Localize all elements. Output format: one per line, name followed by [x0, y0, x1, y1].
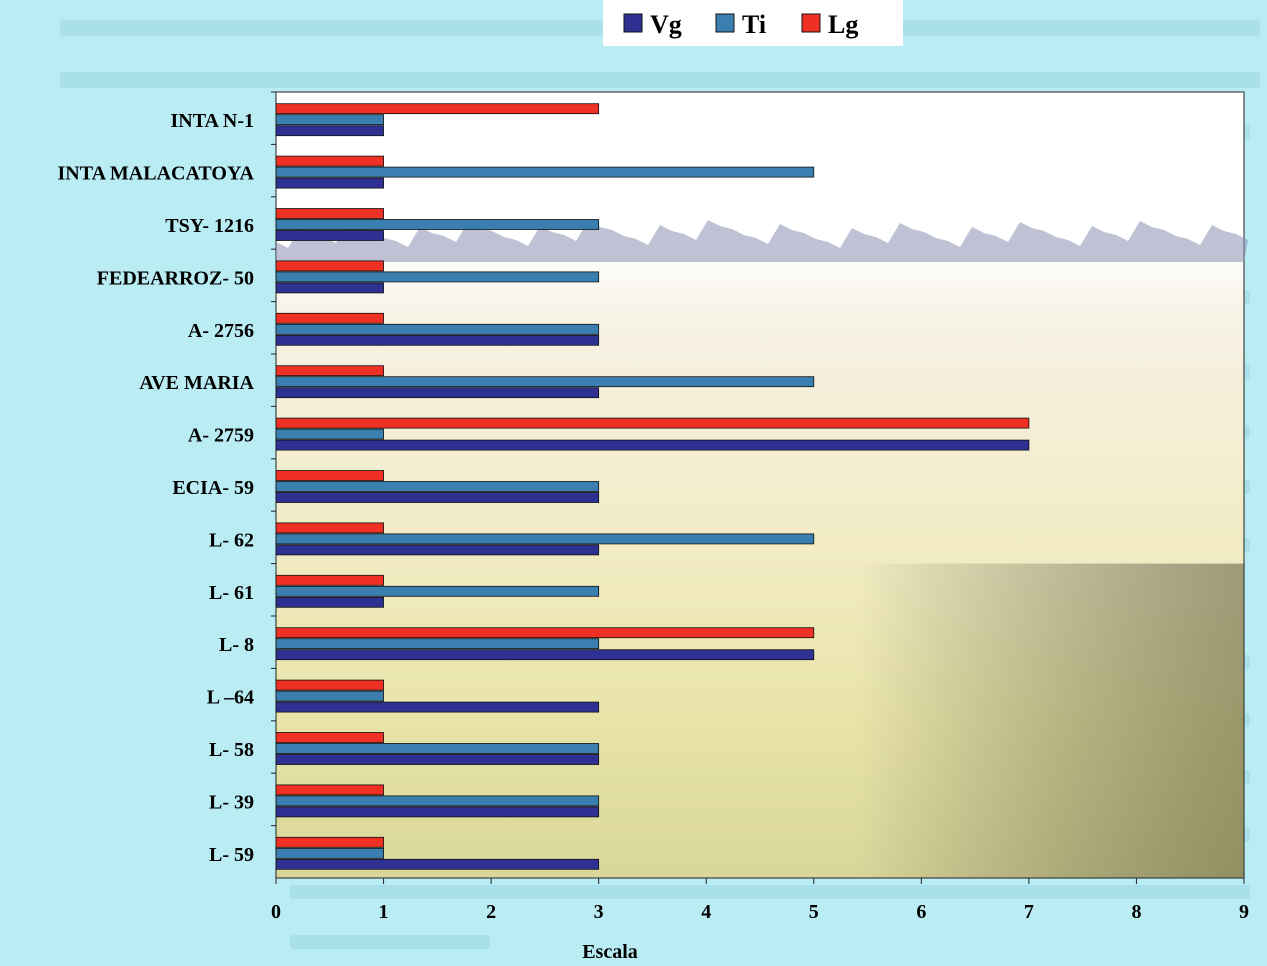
- legend-label-vg: Vg: [650, 10, 682, 39]
- bar-ti-7: [275, 481, 600, 492]
- bar-ti-4: [275, 323, 600, 335]
- category-label-1: INTA MALACATOYA: [57, 163, 254, 185]
- y-axis: INTA N-1 INTA MALACATOYA TSY- 1216 FEDEARRO…: [57, 91, 276, 866]
- bar-ti-3: [275, 271, 600, 283]
- legend-label-ti: Ti: [742, 10, 766, 39]
- bar-lg-4: [275, 312, 384, 324]
- bar-vg-10: [275, 649, 815, 661]
- category-label-9: L- 61: [209, 582, 254, 604]
- bar-vg-12: [275, 754, 600, 765]
- category-label-14: L- 59: [209, 844, 254, 866]
- bars-group: [275, 103, 1030, 870]
- bar-vg-8: [275, 544, 600, 556]
- legend-label-lg: Lg: [828, 10, 858, 39]
- bar-lg-10: [275, 627, 815, 639]
- x-tick-label-4: 4: [701, 901, 711, 923]
- bar-lg-11: [275, 679, 384, 691]
- bar-lg-3: [275, 260, 384, 272]
- bar-ti-12: [275, 743, 600, 754]
- bar-vg-11: [275, 701, 600, 713]
- bar-ti-5: [275, 376, 815, 388]
- category-label-6: A- 2759: [188, 425, 254, 447]
- legend-swatch-lg: [801, 13, 821, 33]
- category-label-0: INTA N-1: [170, 110, 254, 132]
- x-axis-title: Escala: [582, 941, 638, 963]
- x-tick-label-7: 7: [1024, 901, 1034, 923]
- bar-lg-1: [275, 155, 384, 167]
- bar-vg-1: [275, 177, 384, 189]
- bar-ti-11: [275, 690, 384, 702]
- legend-swatch-ti: [715, 13, 735, 33]
- bar-lg-2: [275, 208, 384, 219]
- category-label-2: TSY- 1216: [165, 215, 254, 237]
- bar-vg-6: [275, 439, 1030, 451]
- bar-ti-2: [275, 219, 600, 230]
- category-label-13: L- 39: [209, 791, 254, 813]
- category-label-11: L –64: [207, 687, 254, 709]
- category-label-4: A- 2756: [188, 320, 254, 342]
- bar-vg-0: [275, 125, 384, 137]
- legend-swatch-vg: [623, 13, 643, 33]
- bar-lg-14: [275, 836, 384, 848]
- bar-lg-0: [275, 103, 600, 115]
- bar-ti-9: [275, 585, 600, 597]
- bar-ti-0: [275, 114, 384, 126]
- bar-vg-7: [275, 492, 600, 503]
- category-label-3: FEDEARROZ- 50: [97, 267, 254, 289]
- category-label-5: AVE MARIA: [139, 372, 254, 394]
- x-tick-label-8: 8: [1131, 901, 1141, 923]
- bar-vg-4: [275, 334, 600, 346]
- bar-vg-9: [275, 596, 384, 608]
- x-tick-label-1: 1: [379, 901, 389, 923]
- bar-lg-6: [275, 417, 1030, 429]
- x-tick-label-2: 2: [486, 901, 496, 923]
- bar-ti-6: [275, 428, 384, 440]
- bar-ti-14: [275, 847, 384, 859]
- bar-lg-5: [275, 365, 384, 377]
- bar-lg-13: [275, 784, 384, 796]
- x-tick-label-0: 0: [271, 901, 281, 923]
- legend: Vg Ti Lg: [603, 0, 903, 46]
- x-axis: 0 1 2 3 4 5 6 7 8 9: [271, 878, 1249, 923]
- x-tick-label-9: 9: [1239, 901, 1249, 923]
- category-label-7: ECIA- 59: [172, 477, 254, 499]
- category-label-12: L- 58: [209, 739, 254, 761]
- bar-lg-9: [275, 574, 384, 586]
- bar-vg-14: [275, 858, 600, 870]
- x-tick-label-3: 3: [594, 901, 604, 923]
- x-tick-label-6: 6: [916, 901, 926, 923]
- bar-vg-5: [275, 387, 600, 399]
- bar-ti-1: [275, 166, 815, 178]
- bar-vg-2: [275, 230, 384, 241]
- bar-lg-8: [275, 522, 384, 534]
- bar-vg-13: [275, 806, 600, 818]
- bar-ti-8: [275, 533, 815, 545]
- category-label-8: L- 62: [209, 529, 254, 551]
- x-tick-label-5: 5: [809, 901, 819, 923]
- bar-lg-12: [275, 732, 384, 743]
- legend-box: [603, 0, 903, 46]
- bar-ti-10: [275, 638, 600, 650]
- bar-lg-7: [275, 470, 384, 481]
- bar-vg-3: [275, 282, 384, 294]
- bar-ti-13: [275, 795, 600, 807]
- category-label-10: L- 8: [219, 634, 254, 656]
